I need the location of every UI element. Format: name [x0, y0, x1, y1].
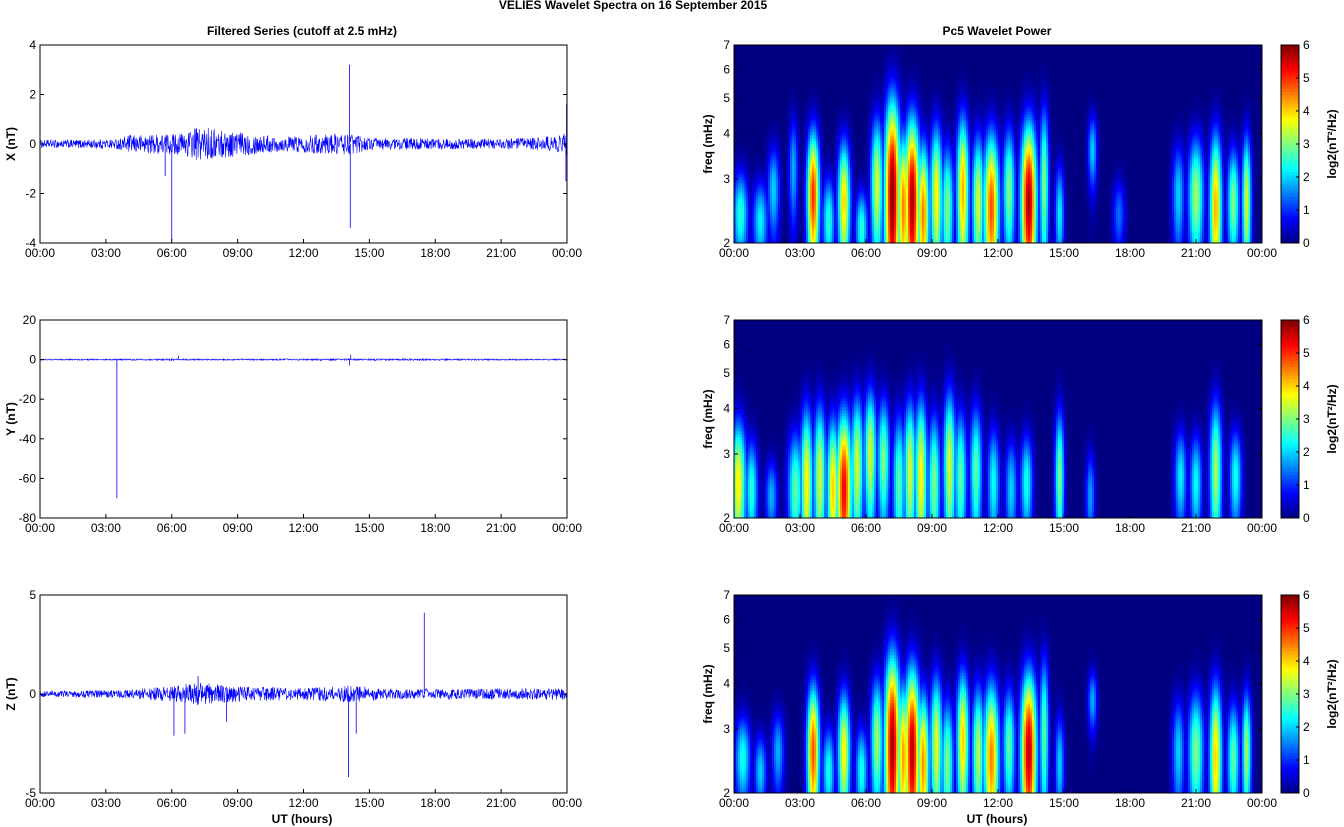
- time-xtick-label: 12:00: [288, 796, 318, 810]
- ytick-label: 0: [29, 353, 36, 367]
- ytick-label: -40: [19, 432, 37, 446]
- ylabel: Y (nT): [4, 402, 18, 436]
- time-xtick-label: 21:00: [486, 796, 516, 810]
- time-xtick-label: 00:00: [552, 521, 582, 535]
- time-xtick-label: 18:00: [420, 246, 450, 260]
- ytick-label: 4: [29, 38, 36, 52]
- ylabel: Z (nT): [4, 677, 18, 710]
- left-column-title: Filtered Series (cutoff at 2.5 mHz): [207, 24, 397, 38]
- time-xtick-label: 09:00: [223, 246, 253, 260]
- time-xtick-label: 00:00: [25, 246, 55, 260]
- ylabel: X (nT): [4, 127, 18, 161]
- plot-area: [40, 320, 567, 518]
- time-xtick-label: 15:00: [354, 796, 384, 810]
- spectrogram-cells: [734, 45, 1262, 243]
- time-xtick-label: 06:00: [157, 796, 187, 810]
- right-xlabel: UT (hours): [967, 812, 1028, 826]
- time-xtick-label: 03:00: [91, 796, 121, 810]
- ytick-label: 2: [29, 88, 36, 102]
- time-xtick-label: 21:00: [486, 246, 516, 260]
- time-xtick-label: 03:00: [91, 246, 121, 260]
- time-xtick-label: 15:00: [354, 246, 384, 260]
- ytick-label: 0: [29, 137, 36, 151]
- time-xtick-label: 12:00: [288, 521, 318, 535]
- figure-title: VELIES Wavelet Spectra on 16 September 2…: [499, 0, 768, 12]
- ytick-label: 20: [23, 313, 37, 327]
- time-xtick-label: 18:00: [420, 521, 450, 535]
- time-xtick-label: 00:00: [25, 796, 55, 810]
- time-xtick-label: 00:00: [552, 796, 582, 810]
- time-xtick-label: 06:00: [157, 521, 187, 535]
- time-xtick-label: 21:00: [486, 521, 516, 535]
- time-xtick-label: 00:00: [552, 246, 582, 260]
- ytick-label: -60: [19, 471, 37, 485]
- time-xtick-label: 00:00: [25, 521, 55, 535]
- time-xtick-label: 12:00: [288, 246, 318, 260]
- ytick-label: 0: [29, 687, 36, 701]
- time-xtick-label: 09:00: [223, 796, 253, 810]
- left-xlabel: UT (hours): [272, 812, 333, 826]
- time-xtick-label: 06:00: [157, 246, 187, 260]
- ytick-label: 5: [29, 588, 36, 602]
- right-column-title: Pc5 Wavelet Power: [943, 24, 1052, 38]
- time-xtick-label: 03:00: [91, 521, 121, 535]
- time-xtick-label: 18:00: [420, 796, 450, 810]
- ytick-label: -2: [25, 187, 36, 201]
- ytick-label: -20: [19, 392, 37, 406]
- time-xtick-label: 15:00: [354, 521, 384, 535]
- time-xtick-label: 09:00: [223, 521, 253, 535]
